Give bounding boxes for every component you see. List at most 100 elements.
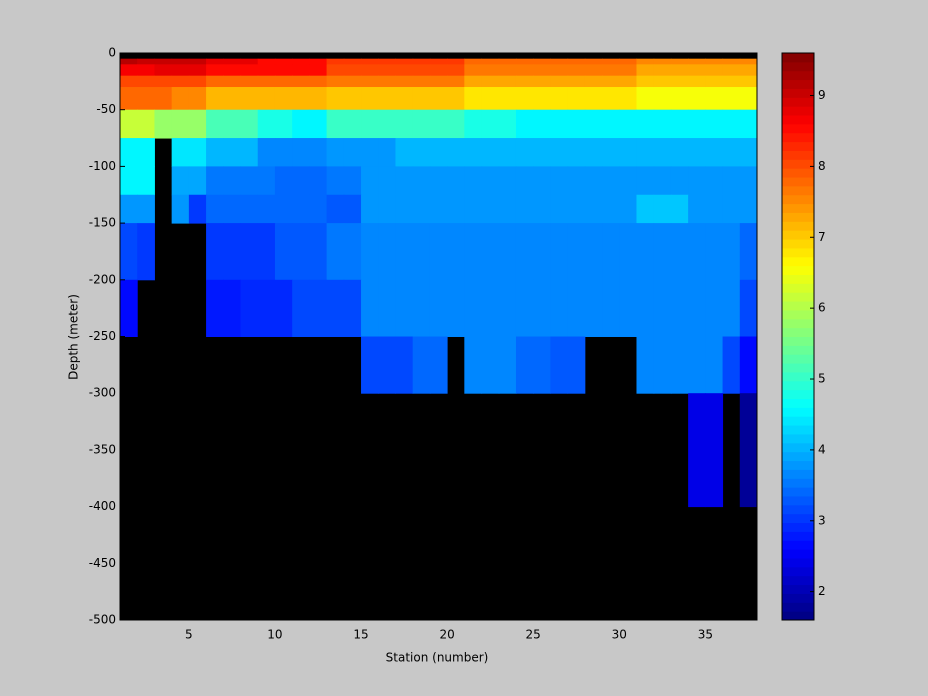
- cell: [619, 109, 637, 139]
- cell: [292, 194, 310, 224]
- cell: [688, 194, 706, 224]
- colorbar-step: [782, 132, 814, 143]
- cell: [395, 138, 414, 167]
- cell: [636, 109, 655, 139]
- cell: [240, 109, 259, 139]
- cell: [412, 87, 431, 111]
- cell: [412, 138, 431, 167]
- x-tick-label: 10: [267, 628, 282, 642]
- colorbar-step: [782, 433, 814, 444]
- cell: [223, 279, 242, 337]
- cell: [257, 109, 276, 139]
- colorbar-step: [782, 141, 814, 151]
- colorbar-step: [782, 150, 814, 160]
- cell: [171, 58, 190, 65]
- cell: [429, 138, 448, 167]
- cell: [447, 166, 465, 196]
- cell: [378, 138, 396, 167]
- cell: [257, 75, 276, 88]
- cell: [653, 223, 672, 281]
- cell: [171, 166, 190, 196]
- cell: [257, 166, 276, 196]
- cell: [412, 64, 431, 77]
- cell: [567, 194, 586, 224]
- cell: [550, 279, 569, 337]
- colorbar-step: [782, 451, 814, 462]
- colorbar-step: [782, 115, 814, 125]
- cell: [120, 109, 138, 139]
- cell: [395, 109, 414, 139]
- cell: [619, 194, 637, 224]
- cell: [602, 138, 620, 167]
- cell: [240, 64, 259, 77]
- cell: [739, 75, 758, 88]
- y-tick-label: -350: [89, 442, 116, 456]
- cell: [602, 64, 620, 77]
- colorbar-step: [782, 584, 814, 594]
- cell: [343, 75, 362, 88]
- cell: [739, 279, 758, 337]
- cell: [120, 194, 138, 224]
- cell: [567, 336, 586, 394]
- colorbar-step: [782, 469, 814, 479]
- cell: [447, 138, 465, 167]
- cell: [515, 166, 534, 196]
- cell: [567, 279, 586, 337]
- cell: [636, 75, 655, 88]
- cell: [584, 166, 603, 196]
- cell: [188, 166, 207, 196]
- cell: [120, 166, 138, 196]
- cell: [705, 87, 724, 111]
- cell: [567, 64, 586, 77]
- cell: [602, 166, 620, 196]
- colorbar-tick-label: 7: [818, 230, 826, 244]
- colorbar-step: [782, 460, 814, 470]
- cell: [378, 223, 396, 281]
- cell: [602, 194, 620, 224]
- cell: [653, 279, 672, 337]
- colorbar-step: [782, 327, 814, 337]
- cell: [137, 87, 155, 111]
- cell: [240, 279, 259, 337]
- colorbar-step: [782, 380, 814, 391]
- cell: [498, 64, 517, 77]
- cell: [257, 58, 276, 65]
- cell: [326, 223, 345, 281]
- cell: [378, 194, 396, 224]
- cell: [515, 75, 534, 88]
- colorbar-tick-label: 4: [818, 442, 826, 456]
- cell: [670, 194, 689, 224]
- cell: [223, 75, 242, 88]
- cell: [274, 194, 293, 224]
- cell: [361, 138, 379, 167]
- colorbar-step: [782, 398, 814, 408]
- cell: [274, 109, 293, 139]
- cell: [447, 223, 465, 281]
- cell: [240, 223, 259, 281]
- cell: [688, 336, 706, 394]
- cell: [481, 64, 500, 77]
- cell: [688, 279, 706, 337]
- cell: [688, 393, 706, 508]
- cell: [533, 64, 551, 77]
- cell: [722, 223, 741, 281]
- cell: [739, 64, 758, 77]
- colorbar-step: [782, 221, 814, 231]
- cell: [481, 75, 500, 88]
- cell: [309, 138, 328, 167]
- cell: [481, 194, 500, 224]
- y-tick-label: -450: [89, 556, 116, 570]
- cell: [154, 109, 173, 139]
- cell: [722, 194, 741, 224]
- cell: [120, 58, 138, 65]
- cell: [705, 393, 724, 508]
- colorbar-step: [782, 371, 814, 382]
- cell: [343, 64, 362, 77]
- cell: [378, 75, 396, 88]
- cell: [171, 75, 190, 88]
- cell: [395, 279, 414, 337]
- cell: [395, 58, 414, 65]
- colorbar-step: [782, 168, 814, 178]
- cell: [533, 87, 551, 111]
- colorbar-step: [782, 566, 814, 577]
